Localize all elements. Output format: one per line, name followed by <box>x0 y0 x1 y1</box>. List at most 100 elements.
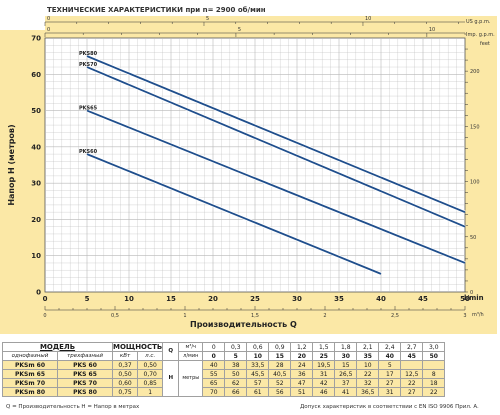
h-cell: 51 <box>290 387 314 397</box>
lmin-unit: л/мин <box>178 351 204 361</box>
h-cell <box>422 360 446 370</box>
q-m3h-cell: 0 <box>202 342 226 352</box>
h-cell: 50 <box>224 369 248 379</box>
power-header: МОЩНОСТЬ <box>111 342 164 352</box>
h-cell: 46 <box>312 387 336 397</box>
model-three-cell: PKS 80 <box>57 387 113 397</box>
series-line <box>86 109 466 264</box>
h-cell: 40,5 <box>268 369 292 379</box>
ft-tick-label: 150 <box>470 124 480 130</box>
series-label: PKS70 <box>79 62 98 68</box>
h-cell: 24 <box>290 360 314 370</box>
x-tick-label: 35 <box>334 295 344 303</box>
bottom-axis-label: 0 <box>43 313 46 319</box>
hp-cell: 1 <box>137 387 164 397</box>
hp-cell: 0,85 <box>137 378 164 388</box>
q-lmin-cell: 50 <box>422 351 446 361</box>
h-cell: 12,5 <box>400 369 424 379</box>
q-lmin-cell: 15 <box>268 351 292 361</box>
top-axis-2-label: 5 <box>238 27 241 33</box>
x-tick-label: 30 <box>292 295 302 303</box>
kw-cell: 0,50 <box>111 369 139 379</box>
h-cell: 55 <box>202 369 226 379</box>
x-tick-label: 0 <box>43 295 48 303</box>
h-cell: 36 <box>290 369 314 379</box>
model-single-cell: PKSm 70 <box>2 378 58 388</box>
h-cell: 42 <box>312 378 336 388</box>
q-lmin-cell: 30 <box>334 351 358 361</box>
q-m3h-cell: 2,4 <box>378 342 402 352</box>
h-cell: 26,5 <box>334 369 358 379</box>
h-cell: 62 <box>224 378 248 388</box>
h-cell: 22 <box>356 369 380 379</box>
h-cell: 57 <box>246 378 270 388</box>
q-m3h-cell: 0,6 <box>246 342 270 352</box>
meters-unit: метры <box>178 360 204 397</box>
h-cell: 70 <box>202 387 226 397</box>
y-tick-label: 0 <box>36 289 41 297</box>
q-lmin-cell: 20 <box>290 351 314 361</box>
y-tick-label: 10 <box>31 252 41 260</box>
x-tick-label: 15 <box>166 295 176 303</box>
bottom-axis-label: 1,5 <box>251 313 259 319</box>
q-lmin-cell: 25 <box>312 351 336 361</box>
bottom-axis-strip <box>0 292 497 334</box>
q-lmin-cell: 10 <box>246 351 270 361</box>
kw-cell: 0,60 <box>111 378 139 388</box>
table-row: PKSm 80 PKS 80 0,75 1 70 66 61 56 51 46 … <box>2 387 446 397</box>
h-cell: 27 <box>378 378 402 388</box>
three-phase-header: трехфазный <box>57 351 113 361</box>
x-tick-label: 5 <box>85 295 90 303</box>
q-m3h-cell: 2,7 <box>400 342 424 352</box>
h-cell: 66 <box>224 387 248 397</box>
series-line <box>86 55 466 214</box>
model-single-cell: PKSm 65 <box>2 369 58 379</box>
h-cell: 31 <box>312 369 336 379</box>
q-lmin-cell: 35 <box>356 351 380 361</box>
ft-tick-label: 200 <box>470 69 480 75</box>
series-label: PKS60 <box>79 149 98 155</box>
x-tick-label: 20 <box>208 295 218 303</box>
q-m3h-cell: 3,0 <box>422 342 446 352</box>
h-cell: 45,5 <box>246 369 270 379</box>
table-row: PKSm 65 PKS 65 0,50 0,70 55 50 45,5 40,5… <box>2 369 446 379</box>
x-tick-label: 50 <box>460 295 470 303</box>
model-three-cell: PKS 60 <box>57 360 113 370</box>
plot-series: PKS80 PKS70 PKS65 PKS60 <box>79 51 466 276</box>
h-cell: 47 <box>290 378 314 388</box>
h-cell: 61 <box>246 387 270 397</box>
left-axis-strip <box>0 30 45 292</box>
h-cell: 33,5 <box>246 360 270 370</box>
x-tick-label: 25 <box>250 295 260 303</box>
q-symbol: Q <box>162 342 180 361</box>
q-m3h-cell: 0,9 <box>268 342 292 352</box>
kw-cell: 0,37 <box>111 360 139 370</box>
y-tick-label: 60 <box>31 71 41 79</box>
feet-unit: feet <box>480 41 490 47</box>
q-m3h-cell: 2,1 <box>356 342 380 352</box>
bottom-axis-label: 2,5 <box>391 313 399 319</box>
h-cell: 56 <box>268 387 292 397</box>
footer-tolerance-note: Допуск характеристик в соответствии с EN… <box>300 404 479 410</box>
ft-tick-label: 100 <box>470 180 480 186</box>
h-cell: 31 <box>378 387 402 397</box>
h-cell: 27 <box>400 387 424 397</box>
q-lmin-cell: 40 <box>378 351 402 361</box>
bottom-axis-label: 0,5 <box>111 313 119 319</box>
h-cell: 19,5 <box>312 360 336 370</box>
x-unit-label: l/min <box>464 294 484 302</box>
footer-legend: Q = Производительность H = Напор в метра… <box>6 404 140 410</box>
h-cell: 40 <box>202 360 226 370</box>
h-cell: 38 <box>224 360 248 370</box>
series-line <box>86 66 466 228</box>
y-tick-label: 50 <box>31 107 41 115</box>
model-single-cell: PKSm 60 <box>2 360 58 370</box>
q-lmin-cell: 45 <box>400 351 424 361</box>
model-single-cell: PKSm 80 <box>2 387 58 397</box>
kw-cell: 0,75 <box>111 387 139 397</box>
table-header-row-1: МОДЕЛЬ МОЩНОСТЬ Q м³/ч 0 0,3 0,6 0,9 1,2… <box>2 342 446 361</box>
single-phase-header: однофазный <box>2 351 58 361</box>
h-cell: 22 <box>422 387 446 397</box>
h-cell: 15 <box>334 360 358 370</box>
h-cell: 36,5 <box>356 387 380 397</box>
